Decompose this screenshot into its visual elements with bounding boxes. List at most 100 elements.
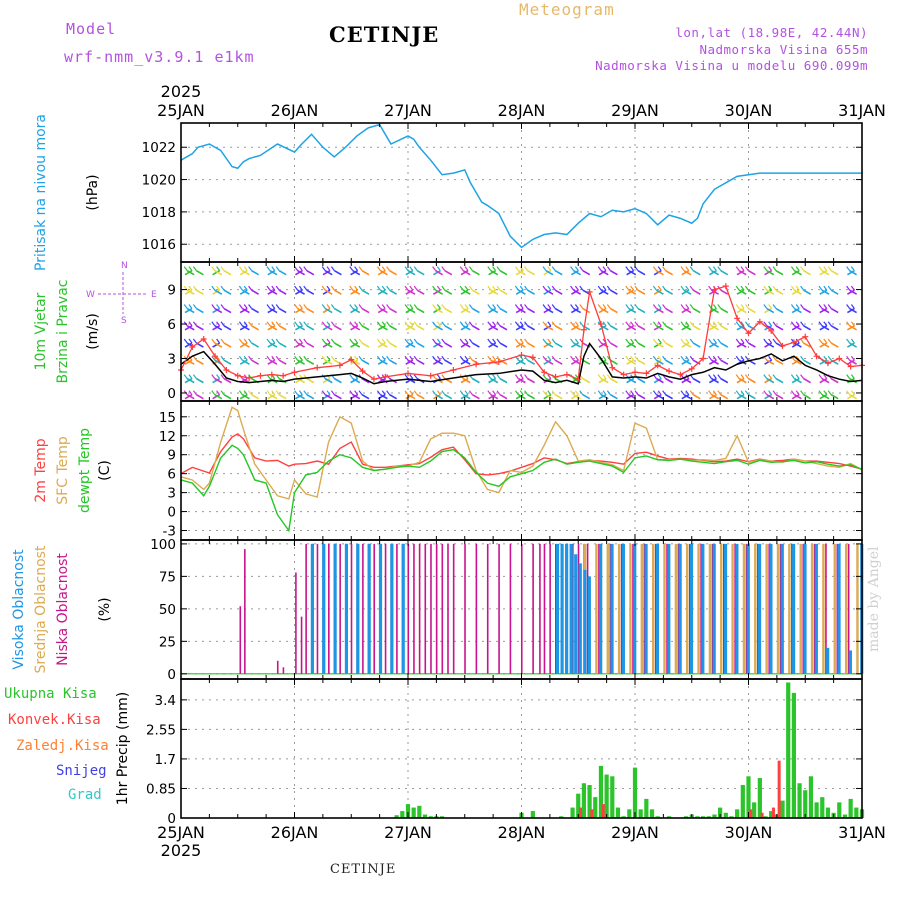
panel-temperature: -3 0 3 6 9 12 15 2m Temp SFC Temp dewpt Temp (C) [33, 400, 863, 541]
wind-barb [322, 289, 331, 295]
y-axis-label-3: (%) [97, 597, 113, 621]
wind-barb [764, 359, 772, 365]
wind-barb [223, 307, 232, 314]
wind-barb-flag [602, 355, 607, 361]
wind-barb [212, 394, 220, 400]
y-tick-label: 3 [167, 486, 176, 502]
wind-barb-flag [436, 304, 441, 309]
wind-barb [267, 307, 276, 314]
wind-barb [803, 394, 811, 400]
wind-gust-marker [518, 352, 525, 359]
wind-barb [543, 269, 552, 276]
wind-gust-marker [257, 372, 264, 379]
wind-barb-flag [551, 390, 556, 396]
wind-gust-marker [370, 376, 377, 383]
wind-barb [462, 269, 471, 276]
wind-barb-flag [800, 374, 805, 379]
wind-barb [653, 269, 662, 276]
wind-barb-flag [248, 338, 253, 344]
wind-barb [543, 342, 552, 348]
temperature-frame [180, 400, 863, 541]
wind-barb [352, 325, 361, 331]
wind-barb [416, 269, 425, 276]
wind-barb [791, 342, 800, 348]
wind-barb-flag [321, 355, 326, 361]
wind-gust-marker [223, 366, 230, 373]
wind-barb [543, 289, 552, 295]
y-tick-label: 1022 [142, 140, 176, 156]
compass-e: E [151, 290, 157, 300]
wind-barb [637, 269, 646, 276]
wind-barb [295, 289, 303, 295]
wind-barb-flag [409, 321, 414, 327]
wind-barb [791, 359, 800, 365]
date-label-top: 28JAN [498, 101, 546, 120]
wind-barb-flag [689, 266, 694, 271]
wind-barb [515, 359, 524, 365]
wind-barb-flag [436, 390, 441, 396]
wind-barb-flag [358, 390, 363, 396]
wind-barb-flag [524, 374, 529, 379]
wind-barb-flag [800, 304, 805, 309]
wind-barb [600, 289, 609, 295]
wind-barb-flag [294, 390, 299, 396]
wind-barb-flag [712, 266, 717, 271]
wind-barb [736, 269, 745, 276]
wind-barb-flag [768, 338, 773, 344]
wind-barb [389, 269, 397, 276]
wind-barb-flag [188, 266, 193, 271]
wind-gust-marker [643, 370, 650, 377]
wind-barb-flag [597, 304, 602, 309]
wind-barb [269, 342, 278, 348]
wind-gust-marker [609, 364, 616, 371]
wind-barb [488, 394, 496, 400]
wind-barb [683, 325, 692, 331]
wind-barb-flag [248, 285, 253, 291]
wind-barb-flag [606, 266, 611, 271]
wind-barb [656, 307, 664, 314]
wind-barb-flag [602, 374, 607, 379]
wind-barb [720, 377, 729, 384]
wind-barb-flag [850, 266, 855, 271]
wind-gust-marker [580, 326, 587, 333]
wind-barb-flag [514, 374, 519, 379]
legend-item: Zaledj.Kisa [16, 738, 109, 754]
wind-barb-flag [712, 304, 717, 309]
wind-barb-flag [662, 338, 667, 344]
wind-barb-flag [625, 355, 630, 361]
wind-barb-flag [625, 304, 630, 309]
wind-barb-flag [551, 266, 556, 271]
wind-barb [600, 377, 609, 384]
wind-barb-flag [188, 390, 193, 396]
wind-gust-marker [756, 318, 763, 325]
wind-barb [324, 289, 333, 295]
precip-bar-1 [760, 812, 764, 818]
wind-barb [352, 377, 361, 384]
wind-barb [626, 289, 634, 295]
wind-barb [543, 307, 552, 314]
wind-barb-flag [192, 355, 197, 361]
wind-barb [637, 307, 646, 314]
wind-gust-marker [654, 362, 661, 369]
wind-barb-flag [606, 390, 611, 396]
precip-bar-0 [757, 778, 762, 818]
wind-barb-flag [298, 285, 303, 291]
wind-barb-flag [468, 266, 473, 271]
wind-barb-flag [772, 338, 777, 344]
y-axis-label-0: 2m Temp [33, 438, 49, 502]
wind-barb [433, 307, 441, 314]
wind-barb [527, 325, 535, 331]
wind-barb [847, 394, 855, 400]
wind-barb [709, 269, 717, 276]
wind-barb [322, 325, 331, 331]
wind-barb [223, 394, 232, 400]
wind-barb-flag [574, 390, 579, 396]
wind-barb-flag [542, 355, 547, 361]
wind-barb [653, 325, 662, 331]
wind-barb-flag [524, 321, 529, 327]
wind-barb [377, 307, 386, 314]
wind-barb-flag [192, 338, 197, 344]
wind-barb-flag [413, 338, 418, 344]
wind-barb-flag [381, 338, 386, 344]
